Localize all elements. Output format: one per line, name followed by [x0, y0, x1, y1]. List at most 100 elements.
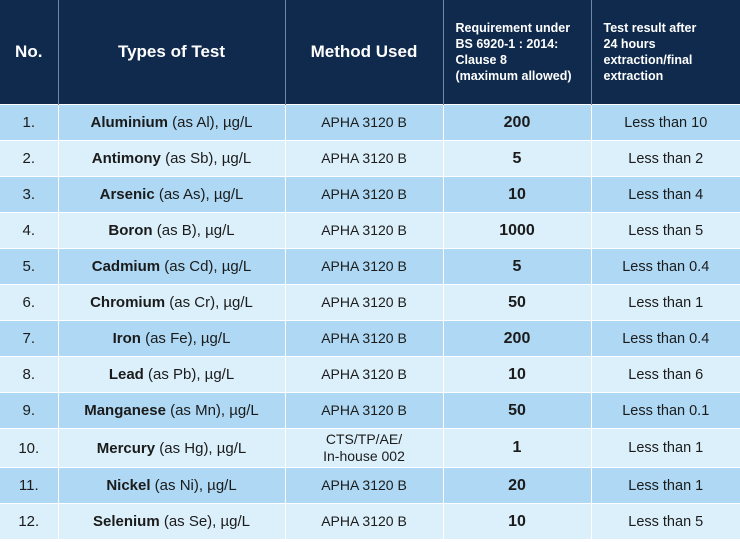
element-name: Boron	[108, 222, 153, 239]
test-type: Manganese (as Mn), µg/L	[58, 392, 286, 429]
method-used: APHA 3120 B	[285, 467, 444, 504]
test-type: Iron (as Fe), µg/L	[58, 320, 286, 357]
element-detail: (as Fe), µg/L	[140, 330, 231, 347]
table-row: 3. Arsenic (as As), µg/L APHA 3120 B 10 …	[0, 176, 740, 213]
element-name: Iron	[112, 330, 141, 347]
test-type: Aluminium (as Al), µg/L	[58, 104, 286, 141]
table-row: 4. Boron (as B), µg/L APHA 3120 B 1000 L…	[0, 212, 740, 249]
row-number: 12.	[0, 503, 59, 539]
test-type: Boron (as B), µg/L	[58, 212, 286, 249]
row-number: 10.	[0, 428, 59, 468]
element-detail: (as Al), µg/L	[167, 114, 253, 131]
row-number: 11.	[0, 467, 59, 504]
requirement-value: 1000	[443, 212, 592, 249]
element-detail: (as As), µg/L	[154, 186, 244, 203]
requirement-value: 50	[443, 392, 592, 429]
element-name: Mercury	[96, 439, 156, 457]
test-type: Selenium (as Se), µg/L	[58, 503, 286, 539]
element-detail: (as Sb), µg/L	[160, 150, 252, 167]
row-number: 8.	[0, 356, 59, 393]
row-number: 2.	[0, 140, 59, 177]
header-no: No.	[0, 0, 59, 105]
row-number: 6.	[0, 284, 59, 321]
method-used: APHA 3120 B	[285, 248, 444, 285]
requirement-value: 10	[443, 503, 592, 539]
test-type: Mercury (as Hg), µg/L	[58, 428, 286, 468]
test-type: Antimony (as Sb), µg/L	[58, 140, 286, 177]
row-number: 3.	[0, 176, 59, 213]
method-used: APHA 3120 B	[285, 140, 444, 177]
requirement-value: 50	[443, 284, 592, 321]
table-row: 8. Lead (as Pb), µg/L APHA 3120 B 10 Les…	[0, 356, 740, 393]
element-detail: (as Ni), µg/L	[150, 477, 237, 494]
header-requirement: Requirement under BS 6920-1 : 2014: Clau…	[443, 0, 592, 105]
element-name: Lead	[108, 366, 144, 383]
table-row: 12. Selenium (as Se), µg/L APHA 3120 B 1…	[0, 503, 740, 539]
header-result: Test result after 24 hours extraction/fi…	[591, 0, 740, 105]
row-number: 5.	[0, 248, 59, 285]
method-used: CTS/TP/AE/ In-house 002	[285, 428, 444, 468]
test-result: Less than 5	[591, 212, 740, 249]
element-name: Arsenic	[99, 186, 155, 203]
method-used: APHA 3120 B	[285, 392, 444, 429]
element-name: Chromium	[90, 294, 166, 311]
method-used: APHA 3120 B	[285, 212, 444, 249]
row-number: 1.	[0, 104, 59, 141]
element-detail: (as Hg), µg/L	[155, 439, 247, 457]
test-result: Less than 5	[591, 503, 740, 539]
method-used: APHA 3120 B	[285, 356, 444, 393]
requirement-value: 5	[443, 140, 592, 177]
requirement-value: 10	[443, 176, 592, 213]
table-row: 6. Chromium (as Cr), µg/L APHA 3120 B 50…	[0, 284, 740, 321]
element-detail: (as Cd), µg/L	[160, 258, 252, 275]
table-row: 2. Antimony (as Sb), µg/L APHA 3120 B 5 …	[0, 140, 740, 177]
element-detail: (as Se), µg/L	[159, 513, 251, 530]
element-name: Cadmium	[91, 258, 161, 275]
table-row: 1. Aluminium (as Al), µg/L APHA 3120 B 2…	[0, 104, 740, 141]
method-used: APHA 3120 B	[285, 503, 444, 539]
test-type: Lead (as Pb), µg/L	[58, 356, 286, 393]
test-result: Less than 10	[591, 104, 740, 141]
test-result: Less than 1	[591, 467, 740, 504]
requirement-value: 5	[443, 248, 592, 285]
method-used: APHA 3120 B	[285, 284, 444, 321]
element-name: Selenium	[92, 513, 160, 530]
test-result: Less than 0.4	[591, 248, 740, 285]
requirement-value: 10	[443, 356, 592, 393]
table-row: 5. Cadmium (as Cd), µg/L APHA 3120 B 5 L…	[0, 248, 740, 285]
table-row: 10. Mercury (as Hg), µg/L CTS/TP/AE/ In-…	[0, 428, 740, 468]
row-number: 9.	[0, 392, 59, 429]
element-detail: (as B), µg/L	[152, 222, 235, 239]
element-name: Antimony	[91, 150, 161, 167]
test-result: Less than 2	[591, 140, 740, 177]
row-number: 4.	[0, 212, 59, 249]
element-detail: (as Cr), µg/L	[165, 294, 253, 311]
test-result: Less than 0.1	[591, 392, 740, 429]
test-type: Cadmium (as Cd), µg/L	[58, 248, 286, 285]
element-detail: (as Pb), µg/L	[143, 366, 235, 383]
method-used: APHA 3120 B	[285, 320, 444, 357]
row-number: 7.	[0, 320, 59, 357]
method-used: APHA 3120 B	[285, 104, 444, 141]
element-name: Nickel	[106, 477, 151, 494]
method-used: APHA 3120 B	[285, 176, 444, 213]
table-row: 11. Nickel (as Ni), µg/L APHA 3120 B 20 …	[0, 467, 740, 504]
table-row: 7. Iron (as Fe), µg/L APHA 3120 B 200 Le…	[0, 320, 740, 357]
test-type: Chromium (as Cr), µg/L	[58, 284, 286, 321]
requirement-value: 200	[443, 320, 592, 357]
element-detail: (as Mn), µg/L	[165, 402, 259, 419]
test-result: Less than 6	[591, 356, 740, 393]
requirement-value: 20	[443, 467, 592, 504]
test-result: Less than 4	[591, 176, 740, 213]
test-result: Less than 1	[591, 428, 740, 468]
element-name: Manganese	[84, 402, 166, 419]
requirement-value: 200	[443, 104, 592, 141]
header-row: No. Types of Test Method Used Requiremen…	[0, 0, 740, 105]
test-result: Less than 0.4	[591, 320, 740, 357]
header-type: Types of Test	[58, 0, 286, 105]
requirement-value: 1	[443, 428, 592, 468]
test-type: Arsenic (as As), µg/L	[58, 176, 286, 213]
test-type: Nickel (as Ni), µg/L	[58, 467, 286, 504]
test-result: Less than 1	[591, 284, 740, 321]
